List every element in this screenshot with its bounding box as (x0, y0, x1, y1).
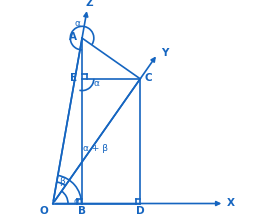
Text: Z: Z (85, 0, 93, 8)
Text: Y: Y (161, 48, 169, 58)
Text: β: β (59, 177, 65, 186)
Text: α + β: α + β (84, 144, 108, 153)
Text: α: α (73, 197, 79, 206)
Text: X: X (227, 198, 235, 208)
Text: E: E (70, 73, 78, 83)
Text: O: O (39, 206, 48, 216)
Text: C: C (144, 73, 152, 83)
Text: α: α (75, 19, 81, 28)
Text: A: A (69, 32, 77, 42)
Text: D: D (136, 206, 145, 216)
Text: B: B (78, 206, 86, 216)
Text: α: α (93, 79, 99, 88)
